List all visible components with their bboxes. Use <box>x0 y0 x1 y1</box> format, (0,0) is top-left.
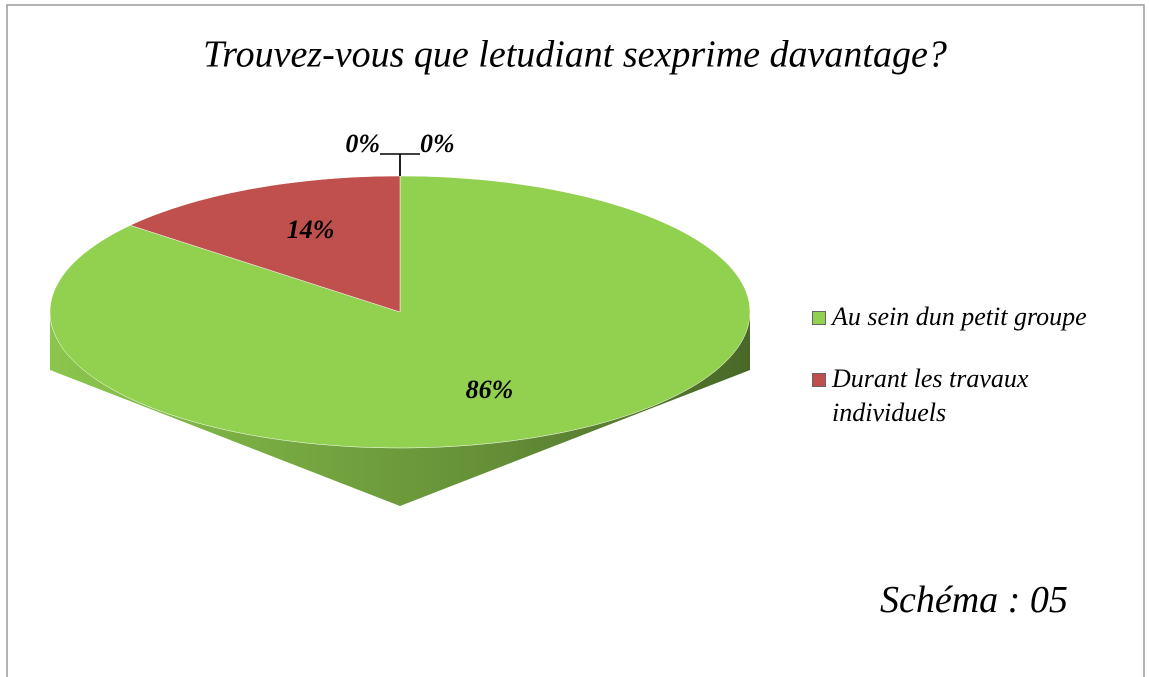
legend-swatch <box>812 373 826 387</box>
legend: Au sein dun petit groupe Durant les trava… <box>812 300 1142 458</box>
data-label: 0% <box>420 129 455 158</box>
pie-slice <box>129 175 401 313</box>
legend-item: Au sein dun petit groupe <box>812 300 1142 334</box>
leader-line <box>380 153 401 176</box>
data-label: 86% <box>466 375 514 404</box>
leader-line <box>399 153 420 176</box>
data-label: 0% <box>345 129 380 158</box>
frame <box>6 4 1145 677</box>
data-label: 14% <box>287 215 335 244</box>
chart-title: Trouvez-vous que letudiant sexprime dava… <box>203 34 947 76</box>
legend-label: Durant les travaux individuels <box>832 364 1029 427</box>
pie-side-shade <box>50 312 750 506</box>
legend-label: Au sein dun petit groupe <box>832 302 1087 331</box>
annotation: Schéma : 05 <box>880 579 1068 621</box>
legend-swatch <box>812 311 826 325</box>
legend-item: Durant les travaux individuels <box>812 362 1142 430</box>
